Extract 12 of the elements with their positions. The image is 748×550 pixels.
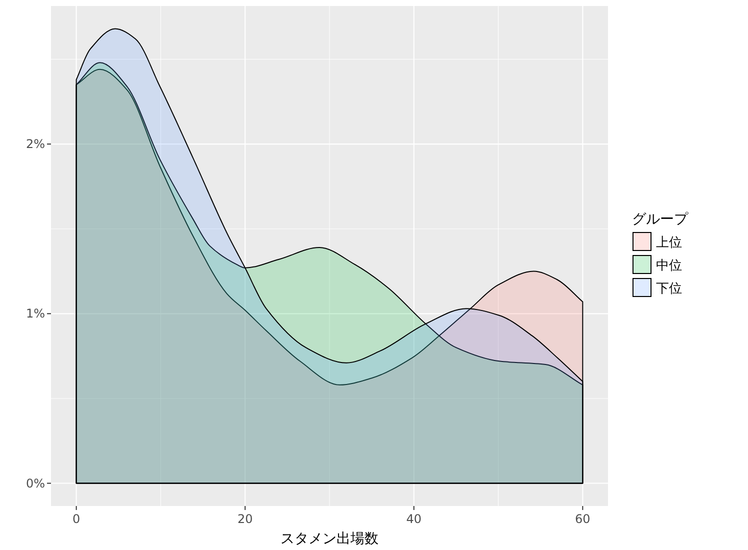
- legend-label: 中位: [656, 258, 682, 274]
- x-tick-label: 20: [237, 512, 253, 526]
- legend-title: グループ: [632, 212, 689, 228]
- y-tick-label: 2%: [26, 137, 45, 152]
- legend-label: 下位: [656, 282, 682, 296]
- x-tick-label: 60: [575, 512, 590, 526]
- y-tick-label: 0%: [26, 476, 45, 490]
- x-tick-label: 40: [406, 512, 422, 526]
- legend-label: 上位: [656, 236, 682, 250]
- x-tick-label: 0: [72, 512, 80, 526]
- x-axis-title: スタメン出場数: [280, 531, 378, 547]
- y-tick-label: 1%: [26, 306, 45, 321]
